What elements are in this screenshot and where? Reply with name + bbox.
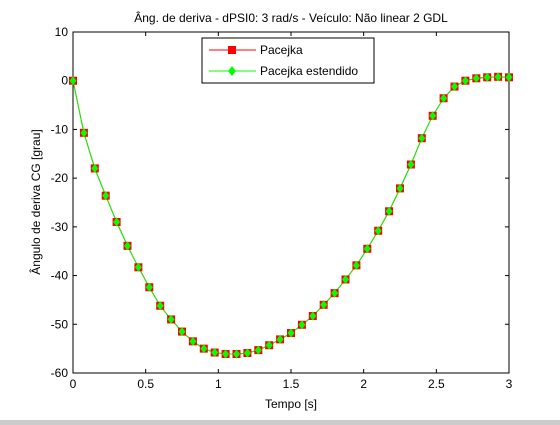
data-point-pacejka-estendido: [80, 128, 88, 138]
data-point-pacejka-estendido: [429, 111, 437, 121]
x-tick-label: 2: [360, 377, 367, 391]
data-point-pacejka-estendido: [189, 336, 197, 346]
y-tick-label: -50: [51, 317, 69, 331]
x-axis-label: Tempo [s]: [265, 397, 317, 411]
y-tick-label: 10: [55, 25, 69, 39]
x-tick-label: 1: [215, 377, 222, 391]
data-point-pacejka-estendido: [124, 241, 131, 251]
data-point-pacejka-estendido: [102, 191, 110, 201]
x-tick-label: 2.5: [428, 377, 445, 391]
legend-label-pacejka: Pacejka: [260, 43, 303, 57]
legend-label-pacejka-estendido: Pacejka estendido: [260, 64, 358, 78]
data-point-pacejka-estendido: [254, 345, 262, 355]
y-tick-label: 0: [61, 74, 68, 88]
data-point-pacejka-estendido: [505, 72, 513, 82]
x-tick-label: 3: [506, 377, 513, 391]
data-point-pacejka-estendido: [167, 314, 175, 324]
data-point-pacejka-estendido: [363, 244, 371, 254]
y-tick-label: -20: [51, 171, 69, 185]
data-point-pacejka-estendido: [134, 262, 142, 272]
y-axis-label: Ângulo de deriva CG [grau]: [28, 129, 43, 274]
data-point-pacejka-estendido: [331, 288, 339, 298]
data-point-pacejka-estendido: [222, 349, 230, 359]
data-point-pacejka-estendido: [451, 82, 458, 92]
data-point-pacejka-estendido: [113, 217, 121, 227]
plot-area-border: [72, 31, 510, 374]
data-point-pacejka-estendido: [178, 327, 186, 337]
data-point-pacejka-estendido: [418, 133, 426, 143]
data-point-pacejka-estendido: [69, 76, 77, 86]
chart-title: Âng. de deriva - dPSI0: 3 rad/s - Veícul…: [134, 10, 448, 25]
y-tick-label: -40: [51, 269, 69, 283]
legend: Pacejka Pacejka estendido: [201, 37, 375, 84]
data-point-pacejka-estendido: [374, 226, 382, 236]
data-point-pacejka-estendido: [440, 93, 448, 103]
data-point-pacejka-estendido: [352, 260, 360, 270]
plot-area-background: [73, 32, 509, 373]
data-point-pacejka-estendido: [483, 72, 491, 82]
data-point-pacejka-estendido: [396, 183, 404, 193]
data-point-pacejka-estendido: [91, 163, 99, 173]
legend-marker-pacejka-estendido: [228, 66, 236, 76]
data-point-pacejka-estendido: [243, 348, 251, 358]
x-tick-label: 0.5: [137, 377, 154, 391]
x-tick-label: 1.5: [283, 377, 300, 391]
x-tick-label: 0: [70, 377, 77, 391]
data-point-pacejka-estendido: [407, 160, 415, 170]
data-point-pacejka-estendido: [200, 344, 208, 354]
y-tick-label: -10: [51, 122, 69, 136]
y-tick-label: -30: [51, 220, 69, 234]
data-point-pacejka-estendido: [342, 274, 349, 284]
data-point-pacejka-estendido: [145, 282, 153, 292]
y-tick-label: -60: [51, 366, 69, 380]
data-point-pacejka-estendido: [472, 73, 480, 83]
data-point-pacejka-estendido: [265, 340, 273, 350]
data-point-pacejka-estendido: [233, 349, 240, 359]
data-point-pacejka-estendido: [320, 300, 328, 310]
legend-box: [201, 37, 375, 84]
data-point-pacejka-estendido: [385, 206, 393, 216]
data-point-pacejka-estendido: [156, 301, 164, 311]
data-point-pacejka-estendido: [211, 348, 219, 358]
data-point-pacejka-estendido: [461, 76, 469, 86]
data-point-pacejka-estendido: [309, 311, 317, 321]
data-point-pacejka-estendido: [298, 320, 306, 330]
legend-marker-pacejka: [228, 46, 236, 54]
data-point-pacejka-estendido: [287, 328, 295, 338]
data-point-pacejka-estendido: [494, 72, 502, 82]
data-point-pacejka-estendido: [276, 334, 284, 344]
